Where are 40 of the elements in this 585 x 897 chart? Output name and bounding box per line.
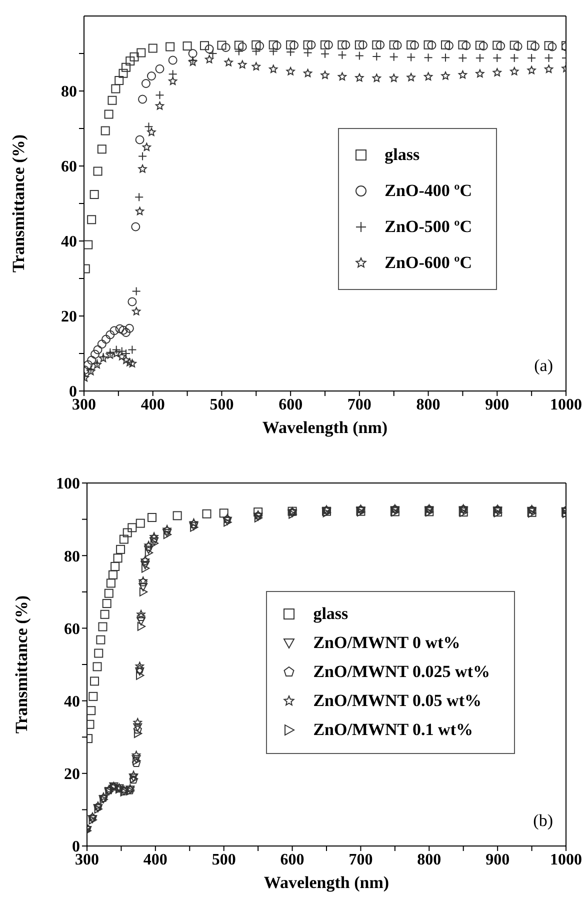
y-tick-label: 40 [64, 693, 80, 710]
x-axis-title: Wavelength (nm) [262, 418, 388, 437]
legend-label: ZnO/MWNT 0 wt% [313, 633, 460, 654]
x-tick-label: 900 [486, 851, 510, 868]
y-tick-label: 40 [61, 234, 77, 251]
legend-label: ZnO-600 ºC [384, 252, 472, 272]
x-tick-label: 800 [416, 396, 440, 414]
x-tick-label: 1000 [550, 851, 582, 868]
x-tick-label: 600 [278, 396, 303, 414]
legend-label: ZnO/MWNT 0.1 wt% [313, 720, 473, 740]
x-tick-label: 400 [140, 396, 165, 414]
x-axis-title: Wavelength (nm) [264, 873, 390, 892]
x-tick-label: 600 [280, 851, 304, 868]
y-tick-label: 80 [61, 84, 77, 101]
x-tick-label: 300 [72, 396, 96, 414]
x-tick-label: 900 [485, 396, 510, 414]
y-tick-label: 80 [64, 548, 80, 566]
x-tick-label: 400 [143, 851, 168, 868]
legend-label: ZnO-500 ºC [384, 216, 472, 236]
x-tick-label: 300 [75, 851, 99, 868]
x-tick-label: 800 [417, 851, 442, 868]
x-tick-label: 500 [212, 851, 236, 868]
y-tick-label: 20 [61, 308, 77, 326]
y-tick-label: 100 [56, 476, 80, 493]
legend-label: ZnO/MWNT 0.025 wt% [313, 662, 490, 682]
y-axis-title: Transmittance (%) [12, 595, 32, 734]
y-tick-label: 60 [61, 158, 77, 176]
x-tick-label: 700 [348, 851, 373, 868]
annotation: (a) [534, 356, 553, 376]
y-axis-title: Transmittance (%) [9, 134, 28, 273]
x-tick-label: 700 [347, 396, 372, 414]
legend-label: glass [384, 144, 420, 164]
legend-label: ZnO-400 ºC [384, 180, 472, 200]
y-tick-label: 60 [64, 620, 80, 638]
legend-label: glass [313, 604, 348, 624]
legend-label: ZnO/MWNT 0.05 wt% [313, 691, 482, 712]
x-tick-label: 1000 [550, 396, 582, 414]
annotation: (b) [533, 811, 553, 831]
x-tick-label: 500 [210, 396, 234, 414]
y-tick-label: 20 [64, 766, 80, 784]
